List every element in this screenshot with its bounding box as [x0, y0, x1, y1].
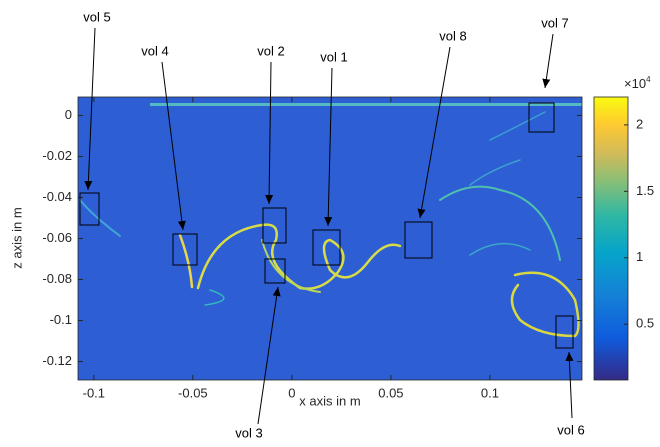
annotation-label: vol 8 [439, 28, 466, 43]
annotation-label: vol 4 [141, 43, 168, 58]
y-tick-label: 0 [65, 107, 72, 122]
x-tick-label: -0.05 [178, 385, 208, 400]
y-tick-label: -0.06 [42, 230, 72, 245]
colorbar-tick-label: 1 [636, 249, 643, 264]
chart: x axis in m z axis in m ×104 -0.1 -0.05 0 0… [0, 0, 660, 447]
x-tick-label: 0 [288, 385, 295, 400]
colorbar-multiplier: ×104 [624, 75, 651, 91]
annotation-label: vol 5 [83, 9, 110, 24]
colorbar [594, 97, 628, 380]
annotation-label: vol 3 [235, 425, 262, 440]
x-tick-label: 0.1 [481, 385, 499, 400]
x-axis-label: x axis in m [299, 393, 360, 408]
annotation-arrow [545, 34, 553, 88]
x-tick-label: 0.05 [378, 385, 403, 400]
y-tick-label: -0.04 [42, 189, 72, 204]
annotation-label: vol 7 [541, 15, 568, 30]
y-axis-label: z axis in m [9, 207, 24, 268]
y-tick-label: -0.12 [42, 353, 72, 368]
annotation-label: vol 6 [557, 422, 584, 437]
colorbar-tick-label: 1.5 [636, 183, 654, 198]
multiplier-exponent: 4 [646, 75, 651, 84]
colorbar-tick-label: 0.5 [636, 316, 654, 331]
annotation-label: vol 2 [257, 43, 284, 58]
y-tick-label: -0.1 [50, 312, 72, 327]
multiplier-base: ×10 [624, 76, 646, 91]
colorbar-tick-label: 2 [636, 116, 643, 131]
y-tick-label: -0.02 [42, 148, 72, 163]
y-tick-label: -0.08 [42, 271, 72, 286]
page: x axis in m z axis in m ×104 -0.1 -0.05 0 0… [0, 0, 660, 447]
annotation-label: vol 1 [320, 49, 347, 64]
x-tick-label: -0.1 [83, 385, 105, 400]
